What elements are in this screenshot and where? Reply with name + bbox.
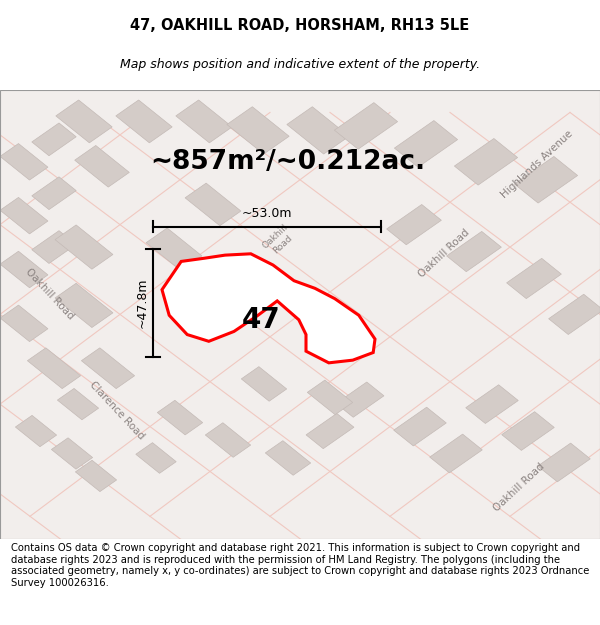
Text: Oakhill Road: Oakhill Road	[416, 228, 472, 280]
Polygon shape	[32, 123, 76, 156]
Polygon shape	[334, 102, 398, 149]
Polygon shape	[0, 144, 48, 180]
Polygon shape	[502, 412, 554, 451]
Polygon shape	[185, 183, 241, 226]
Polygon shape	[55, 225, 113, 269]
Polygon shape	[82, 348, 134, 389]
Polygon shape	[306, 414, 354, 449]
Polygon shape	[241, 367, 287, 401]
Polygon shape	[55, 283, 113, 328]
Polygon shape	[430, 434, 482, 473]
Polygon shape	[466, 385, 518, 424]
Polygon shape	[548, 294, 600, 334]
Text: 47: 47	[242, 306, 280, 334]
Polygon shape	[28, 348, 80, 389]
Polygon shape	[56, 100, 112, 143]
Polygon shape	[52, 438, 92, 469]
Text: Oakhill
Road: Oakhill Road	[261, 222, 297, 258]
Text: Oakhill Road: Oakhill Road	[23, 267, 75, 322]
Polygon shape	[394, 121, 458, 167]
Polygon shape	[336, 382, 384, 418]
Polygon shape	[32, 177, 76, 209]
Polygon shape	[287, 107, 349, 154]
Polygon shape	[76, 460, 116, 492]
Polygon shape	[307, 380, 353, 414]
Text: ~53.0m: ~53.0m	[242, 207, 292, 220]
Polygon shape	[136, 442, 176, 473]
Polygon shape	[446, 231, 502, 272]
Polygon shape	[454, 139, 518, 185]
Polygon shape	[0, 251, 48, 288]
Polygon shape	[538, 443, 590, 482]
Polygon shape	[0, 198, 48, 234]
Text: Highlands Avenue: Highlands Avenue	[499, 128, 575, 200]
Text: 47, OAKHILL ROAD, HORSHAM, RH13 5LE: 47, OAKHILL ROAD, HORSHAM, RH13 5LE	[130, 18, 470, 32]
Polygon shape	[176, 100, 232, 143]
Polygon shape	[32, 231, 76, 264]
Text: Contains OS data © Crown copyright and database right 2021. This information is : Contains OS data © Crown copyright and d…	[11, 543, 589, 588]
Polygon shape	[116, 100, 172, 143]
Polygon shape	[146, 228, 202, 271]
Polygon shape	[58, 389, 98, 420]
Polygon shape	[0, 305, 48, 342]
Text: ~47.8m: ~47.8m	[136, 278, 149, 328]
Text: Oakhill Road: Oakhill Road	[491, 461, 547, 513]
Polygon shape	[74, 146, 130, 187]
Polygon shape	[16, 416, 56, 447]
Polygon shape	[205, 422, 251, 457]
Polygon shape	[386, 204, 442, 245]
Polygon shape	[157, 400, 203, 435]
Polygon shape	[506, 258, 562, 299]
Text: Clarence Road: Clarence Road	[88, 380, 146, 442]
Polygon shape	[394, 408, 446, 446]
Text: Map shows position and indicative extent of the property.: Map shows position and indicative extent…	[120, 58, 480, 71]
Text: ~857m²/~0.212ac.: ~857m²/~0.212ac.	[151, 149, 425, 175]
Polygon shape	[265, 441, 311, 475]
Polygon shape	[227, 107, 289, 154]
Polygon shape	[514, 156, 578, 203]
Polygon shape	[162, 254, 375, 363]
